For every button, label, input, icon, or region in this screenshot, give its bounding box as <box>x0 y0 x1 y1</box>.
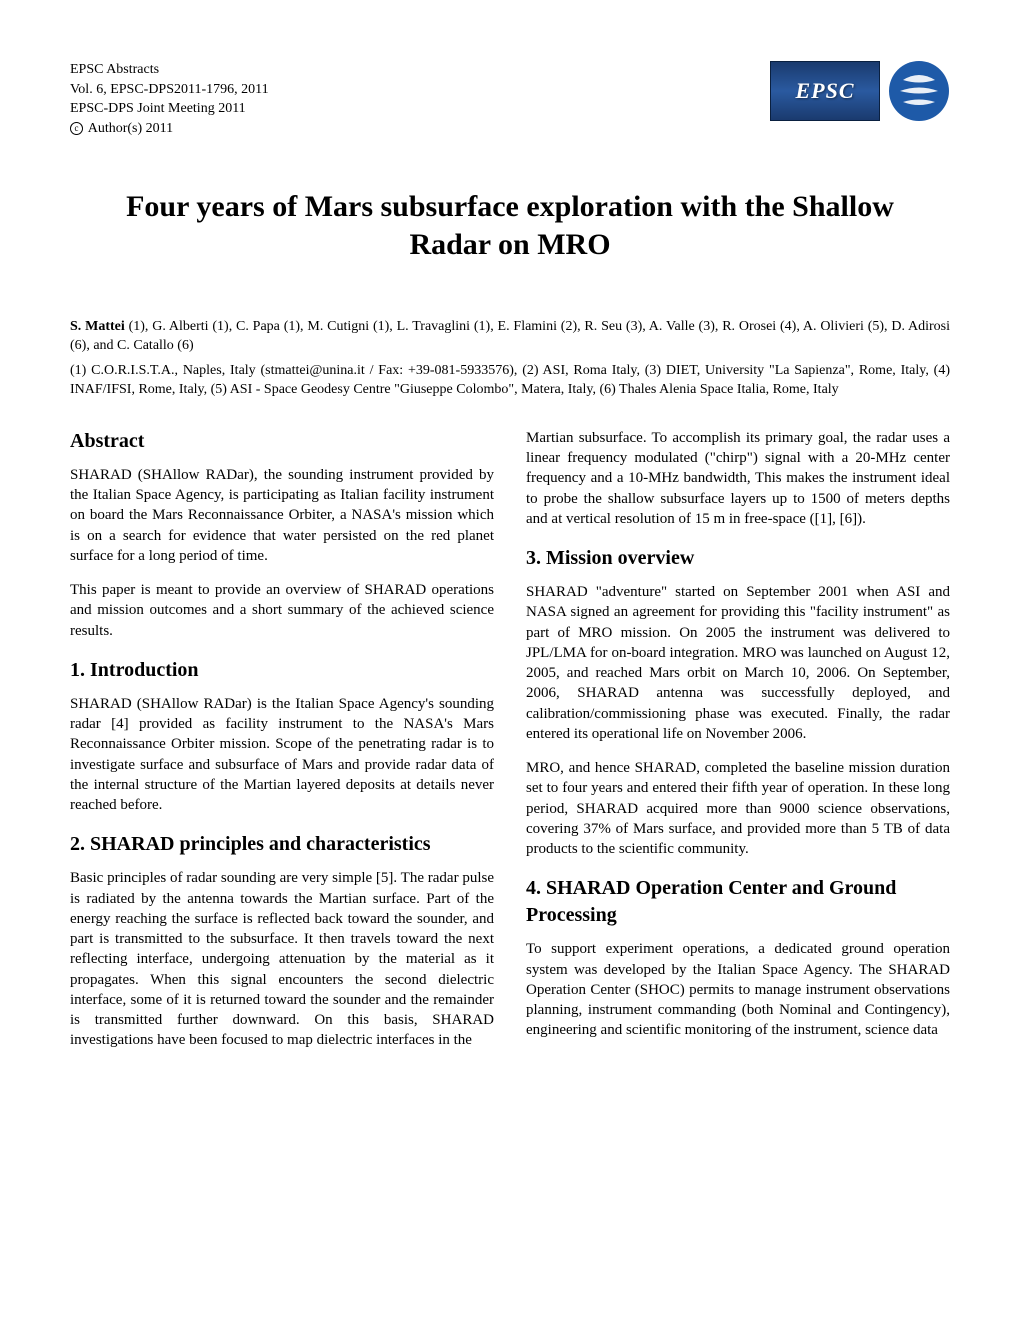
columns: Abstract SHARAD (SHAllow RADar), the sou… <box>70 428 950 1065</box>
mission-p1: SHARAD "adventure" started on September … <box>526 582 950 744</box>
header-info: EPSC Abstracts Vol. 6, EPSC-DPS2011-1796… <box>70 60 269 138</box>
paper-title: Four years of Mars subsurface exploratio… <box>100 188 920 263</box>
principles-p1: Basic principles of radar sounding are v… <box>70 868 494 1050</box>
left-column: Abstract SHARAD (SHAllow RADar), the sou… <box>70 428 494 1065</box>
principles-p2: Martian subsurface. To accomplish its pr… <box>526 428 950 529</box>
header-row: EPSC Abstracts Vol. 6, EPSC-DPS2011-1796… <box>70 60 950 138</box>
header-line3: EPSC-DPS Joint Meeting 2011 <box>70 99 269 119</box>
abstract-p2: This paper is meant to provide an overvi… <box>70 580 494 641</box>
shoc-p1: To support experiment operations, a dedi… <box>526 939 950 1040</box>
heading-introduction: 1. Introduction <box>70 657 494 684</box>
affiliations: (1) C.O.R.I.S.T.A., Naples, Italy (stmat… <box>70 362 950 400</box>
logos: EPSC <box>770 60 950 122</box>
epsc-logo: EPSC <box>770 61 880 121</box>
copyright-icon: c <box>70 122 83 135</box>
heading-abstract: Abstract <box>70 428 494 455</box>
heading-shoc: 4. SHARAD Operation Center and Ground Pr… <box>526 875 950 929</box>
swirl-logo-icon <box>888 60 950 122</box>
authors-line: S. Mattei (1), G. Alberti (1), C. Papa (… <box>70 318 950 356</box>
header-line4: c Author(s) 2011 <box>70 119 269 139</box>
first-author: S. Mattei <box>70 319 125 334</box>
header-line2: Vol. 6, EPSC-DPS2011-1796, 2011 <box>70 80 269 100</box>
header-line1: EPSC Abstracts <box>70 60 269 80</box>
abstract-p1: SHARAD (SHAllow RADar), the sounding ins… <box>70 465 494 566</box>
authors-rest: (1), G. Alberti (1), C. Papa (1), M. Cut… <box>70 319 950 353</box>
right-column: Martian subsurface. To accomplish its pr… <box>526 428 950 1065</box>
intro-p1: SHARAD (SHAllow RADar) is the Italian Sp… <box>70 694 494 816</box>
heading-principles: 2. SHARAD principles and characteristics <box>70 831 494 858</box>
header-author-year: Author(s) 2011 <box>85 121 173 136</box>
heading-mission: 3. Mission overview <box>526 545 950 572</box>
mission-p2: MRO, and hence SHARAD, completed the bas… <box>526 758 950 859</box>
